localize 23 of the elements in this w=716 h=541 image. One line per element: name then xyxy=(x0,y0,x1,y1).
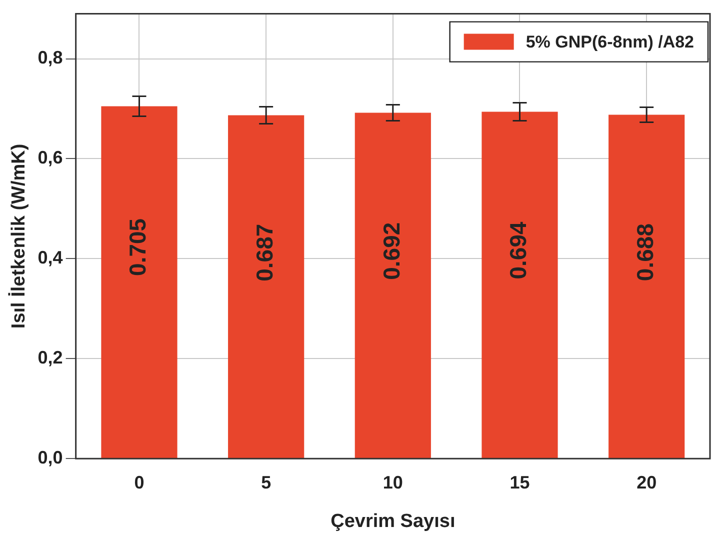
legend-label: 5% GNP(6-8nm) /A82 xyxy=(526,32,694,52)
bar xyxy=(482,112,558,458)
bar xyxy=(354,112,431,458)
y-tick-label: 0,4 xyxy=(38,248,63,268)
x-tick-label: 15 xyxy=(510,472,530,492)
x-tick-label: 20 xyxy=(636,472,657,492)
x-axis-title: Çevrim Sayısı xyxy=(330,510,456,532)
data-label: 0.692 xyxy=(378,222,404,280)
x-tick-label: 10 xyxy=(382,472,403,492)
bar xyxy=(608,114,685,458)
data-label: 0.694 xyxy=(505,222,532,280)
y-tick-label: 0,2 xyxy=(38,348,63,368)
x-tick-label: 5 xyxy=(261,472,272,492)
data-label: 0.687 xyxy=(251,224,278,282)
data-label: 0.705 xyxy=(124,218,151,276)
data-label: 0.688 xyxy=(632,223,658,282)
bar xyxy=(228,115,304,458)
y-tick-label: 0,6 xyxy=(38,148,63,168)
x-tick-label: 0 xyxy=(134,472,144,492)
y-axis-title: Isıl İletkenlik (W/mK) xyxy=(8,144,30,329)
y-tick-label: 0,8 xyxy=(38,48,63,68)
y-tick-label: 0,0 xyxy=(38,448,63,468)
bar xyxy=(101,106,178,458)
